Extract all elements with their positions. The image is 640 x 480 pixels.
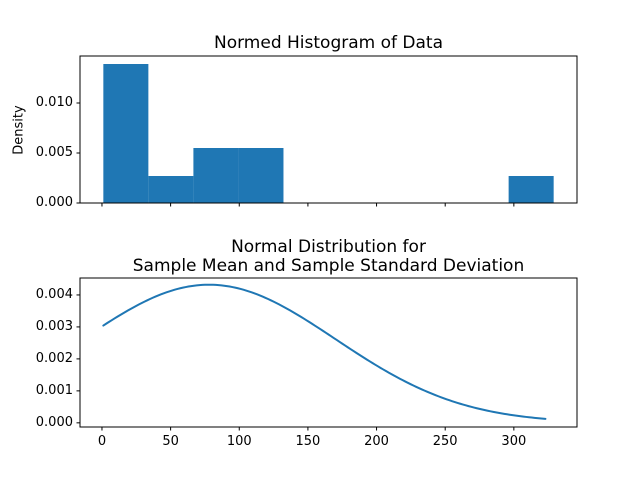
normal-curve-axes — [76, 277, 578, 431]
histogram-title: Normed Histogram of Data — [214, 33, 443, 53]
normal-curve-title: Normal Distribution for Sample Mean and … — [132, 237, 525, 276]
x-tick-label: 300 — [501, 434, 527, 449]
x-tick-label: 50 — [162, 434, 179, 449]
y-tick-label: 0.005 — [35, 145, 73, 160]
axes-spines — [79, 277, 578, 428]
y-tick-label: 0.000 — [35, 414, 73, 430]
histogram-plot — [76, 55, 578, 207]
histogram-axes — [76, 55, 578, 207]
y-tick-label: 0.003 — [35, 318, 73, 334]
y-tick-label: 0.004 — [35, 286, 73, 302]
y-tick-label: 0.000 — [35, 195, 73, 210]
histogram-bar — [193, 148, 239, 203]
x-tick-label: 150 — [295, 434, 321, 449]
x-tick-label: 100 — [226, 434, 252, 449]
x-tick-label: 200 — [364, 434, 389, 449]
normal-curve-plot — [76, 277, 578, 431]
x-tick-label: 0 — [97, 434, 107, 449]
histogram-bar — [238, 148, 284, 203]
histogram-bar — [508, 176, 554, 203]
normal-curve-line — [102, 283, 547, 420]
x-tick-label: 250 — [432, 434, 458, 449]
axes-spines — [79, 55, 578, 204]
histogram-bar — [148, 176, 194, 203]
y-tick-label: 0.010 — [35, 95, 73, 110]
y-tick-label: 0.002 — [35, 350, 73, 366]
histogram-bar — [103, 64, 149, 203]
y-tick-label: 0.001 — [35, 382, 73, 398]
